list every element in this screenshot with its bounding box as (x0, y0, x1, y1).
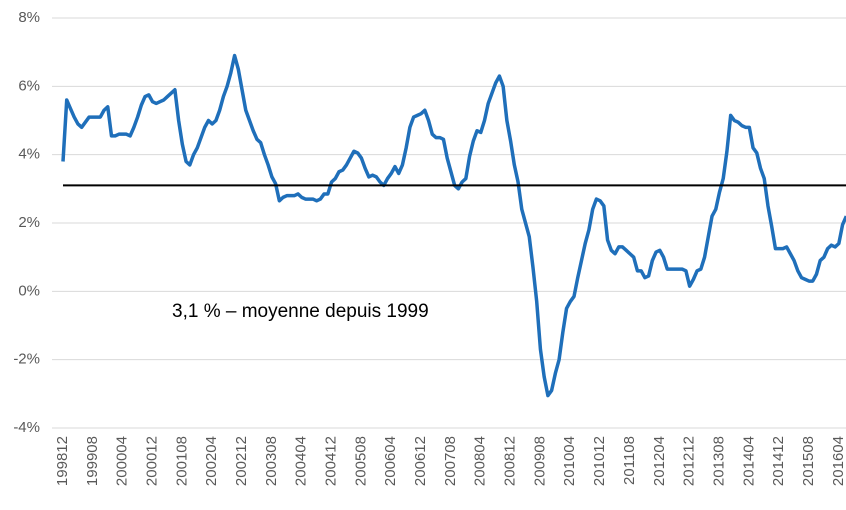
x-tick-label: 200604 (382, 436, 399, 486)
x-tick-label: 200908 (531, 436, 548, 486)
x-tick-label: 200812 (502, 436, 519, 486)
x-tick-label: 200404 (293, 436, 310, 486)
x-tick-label: 201108 (621, 436, 638, 485)
x-tick-label: 200212 (233, 436, 250, 486)
x-tick-label: 200804 (472, 436, 489, 486)
x-tick-label: 201004 (561, 436, 578, 486)
y-tick-label: 0% (18, 282, 40, 299)
x-tick-label: 200412 (323, 436, 340, 486)
x-tick-label: 200012 (143, 436, 160, 486)
x-tick-label: 201308 (710, 436, 727, 486)
y-tick-label: 2% (18, 214, 40, 231)
x-tick-label: 200708 (442, 436, 459, 486)
x-tick-label: 200612 (412, 436, 429, 486)
x-tick-label: 201012 (591, 436, 608, 486)
x-tick-label: 199812 (54, 436, 71, 486)
x-tick-label: 200108 (173, 436, 190, 486)
y-tick-label: -4% (13, 419, 40, 436)
x-tick-label: 201412 (770, 436, 787, 486)
y-tick-label: 6% (18, 77, 40, 94)
y-tick-label: 8% (18, 9, 40, 26)
x-tick-label: 201204 (651, 436, 668, 486)
x-tick-label: 201508 (800, 436, 817, 486)
y-tick-label: 4% (18, 146, 40, 163)
x-tick-label: 201404 (740, 436, 757, 486)
x-tick-label: 201212 (681, 436, 698, 486)
y-tick-label: -2% (13, 351, 40, 368)
x-tick-label: 201604 (830, 436, 846, 486)
data-line (61, 53, 846, 398)
x-tick-label: 200004 (114, 436, 131, 486)
x-tick-label: 200308 (263, 436, 280, 486)
x-tick-label: 199908 (84, 436, 101, 486)
x-tick-label: 200508 (352, 436, 369, 486)
x-tick-label: 200204 (203, 436, 220, 486)
reference-label: 3,1 % – moyenne depuis 1999 (172, 301, 429, 322)
